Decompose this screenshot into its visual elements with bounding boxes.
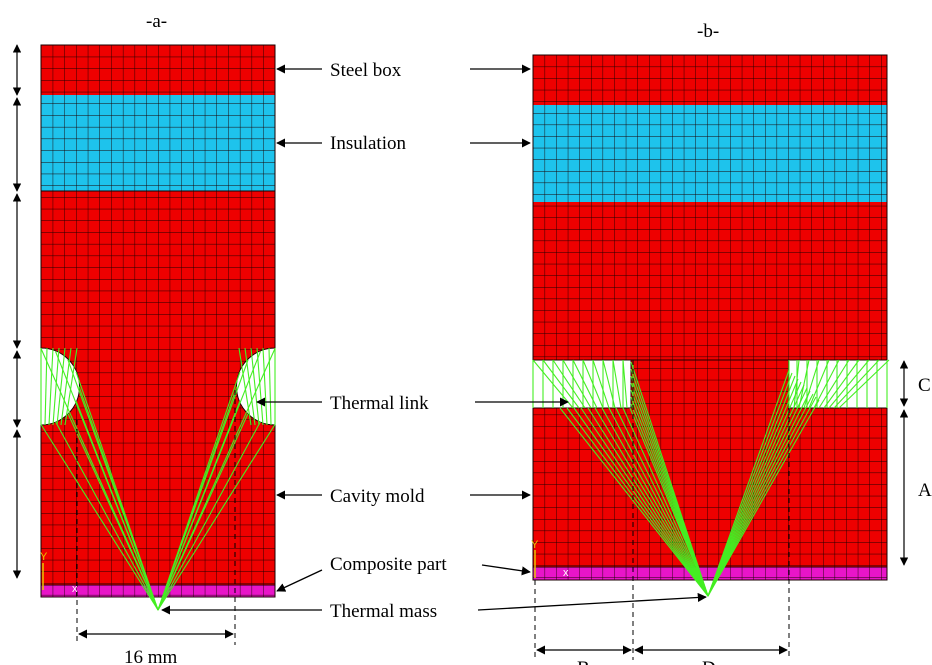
- panel-b: -b- B D C A Y x: [531, 21, 932, 665]
- a-dim-16mm-label: 16 mm: [124, 647, 178, 665]
- b-mesh-mold: [532, 359, 888, 568]
- b-link-fan-right: [838, 359, 890, 409]
- b-link-mass-right: [707, 396, 817, 597]
- a-link-notch-right: [244, 347, 256, 426]
- a-link-notch-right: [238, 347, 252, 426]
- b-link-mass-right: [707, 372, 793, 597]
- a-link-left: [78, 386, 159, 611]
- b-link-fan-right: [803, 359, 820, 409]
- a-mesh-composite: [40, 584, 276, 598]
- a-link-right: [157, 359, 249, 611]
- a-link-notch-right: [250, 347, 260, 426]
- label-insulation: Insulation: [330, 133, 406, 154]
- b-link-mass-left: [587, 407, 709, 597]
- b-dim-B-label: B: [577, 658, 590, 665]
- a-link-left: [75, 400, 159, 611]
- b-link-fan-left: [542, 359, 580, 409]
- b-link-fan-right: [818, 359, 850, 409]
- a-link-notch-left: [56, 347, 66, 426]
- b-link-fan-left: [582, 359, 604, 409]
- b-link-fan-right: [808, 359, 830, 409]
- a-mesh-mold: [40, 190, 276, 586]
- a-link-notch-left: [64, 347, 78, 426]
- b-link-mass-left: [559, 407, 709, 597]
- b-link-mass-right: [707, 387, 808, 597]
- b-link-fan-left: [572, 359, 598, 409]
- a-link-notch-right: [256, 347, 264, 426]
- panel-a-title: -a-: [146, 11, 167, 32]
- b-link-fan-left: [552, 359, 586, 409]
- b-link-fan-left: [602, 359, 616, 409]
- b-link-mass-right: [707, 390, 811, 597]
- arrow-thermal-mass-b: [477, 592, 707, 611]
- a-link-right: [157, 351, 261, 611]
- b-axis-x: x: [563, 567, 569, 579]
- b-mesh-top: [532, 54, 888, 361]
- callouts: Steel box Insulation Thermal link Cavity…: [161, 60, 707, 622]
- a-link-notch-right: [268, 347, 272, 426]
- a-link-left: [55, 421, 159, 611]
- b-link-mass-left: [608, 407, 709, 597]
- b-link-fan-right: [823, 359, 860, 409]
- b-mesh-composite: [532, 566, 888, 581]
- b-link-mass-right: [707, 375, 796, 597]
- b-link-mass-left: [601, 407, 709, 597]
- b-link-mass-left: [594, 407, 709, 597]
- b-link-fan-left: [562, 359, 592, 409]
- b-link-mass-left: [580, 407, 709, 597]
- label-thermal-mass: Thermal mass: [330, 601, 437, 622]
- b-link-mass-right: [707, 399, 820, 597]
- b-link-fan-right: [798, 359, 810, 409]
- b-dim-D-label: D: [702, 658, 716, 665]
- a-thermal-links: [40, 347, 276, 611]
- b-link-fan-right: [828, 359, 870, 409]
- b-link-fan-right: [813, 359, 840, 409]
- a-link-left: [67, 413, 159, 611]
- a-axis-y: Y: [40, 551, 48, 563]
- a-axis-x: x: [72, 583, 78, 595]
- b-link-mass-right: [707, 378, 799, 597]
- b-link-fan-left: [622, 359, 628, 409]
- b-axis-y: Y: [531, 539, 539, 551]
- b-dim-C-label: C: [918, 375, 931, 396]
- panel-b-title: -b-: [697, 21, 719, 42]
- label-thermal-link: Thermal link: [330, 393, 429, 414]
- label-cavity-mold: Cavity mold: [330, 486, 425, 507]
- a-link-notch-right: [262, 347, 268, 426]
- a-link-right: [157, 371, 241, 611]
- b-link-fan-right: [833, 359, 880, 409]
- a-link-left: [40, 424, 159, 611]
- b-thermal-links: [532, 359, 890, 597]
- b-link-fan-left: [592, 359, 610, 409]
- b-link-mass-mid: [630, 403, 709, 597]
- b-link-mass-right: [707, 369, 790, 597]
- b-link-mass-left: [622, 407, 709, 597]
- b-link-mass-right: [707, 393, 814, 597]
- b-link-mass-left: [566, 407, 709, 597]
- a-link-notch-left: [52, 347, 60, 426]
- panel-a: -a- 16 mm Y x: [12, 11, 276, 665]
- a-link-notch-left: [60, 347, 72, 426]
- b-link-mass-right: [707, 381, 802, 597]
- b-dim-A-label: A: [918, 480, 932, 501]
- b-link-mass-left: [615, 407, 709, 597]
- a-link-notch-left: [44, 347, 48, 426]
- arrow-composite-part-b: [481, 564, 531, 576]
- label-steel-box: Steel box: [330, 60, 402, 81]
- a-link-right: [157, 424, 276, 611]
- label-composite-part: Composite part: [330, 554, 447, 575]
- a-link-right: [157, 421, 261, 611]
- a-link-notch-left: [48, 347, 54, 426]
- b-link-mass-right: [707, 384, 805, 597]
- a-mesh-top: [40, 44, 276, 192]
- b-link-fan-left: [612, 359, 622, 409]
- b-link-mass-left: [573, 407, 709, 597]
- arrow-composite-part-a: [276, 569, 323, 592]
